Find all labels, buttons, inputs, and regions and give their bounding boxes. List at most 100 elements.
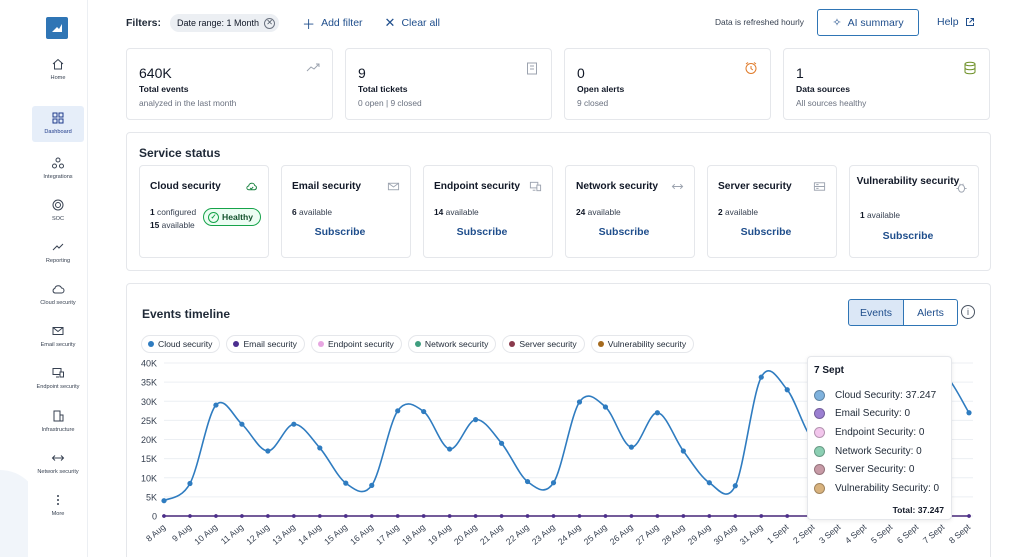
sidebar-item-more[interactable]: More: [32, 491, 84, 529]
service-title: Endpoint security: [434, 181, 521, 192]
available-text: available: [299, 207, 333, 217]
sidebar-item-network-security[interactable]: Network security: [32, 449, 84, 487]
sidebar-item-reporting[interactable]: Reporting: [32, 238, 84, 276]
subscribe-button[interactable]: Subscribe: [314, 226, 366, 238]
tooltip-title: 7 Sept: [814, 365, 845, 376]
stat-value: 640K: [139, 65, 172, 81]
sidebar-item-integrations[interactable]: Integrations: [32, 154, 84, 192]
add-filter-button[interactable]: ＋ Add filter: [302, 14, 362, 33]
stat-card-open-alerts: 0 Open alerts 9 closed: [564, 48, 771, 120]
sidebar-item-label: SOC: [51, 216, 65, 222]
sidebar-item-home[interactable]: Home: [32, 55, 84, 93]
date-range-chip-label: Date range: 1 Month: [177, 18, 260, 28]
tooltip-total: Total: 37.247: [892, 505, 944, 515]
mail-icon: [387, 182, 400, 191]
service-availability: 1 configured 15 available: [150, 206, 196, 232]
database-icon: [964, 61, 976, 75]
service-card-email-security: Email security 6 available Subscribe: [281, 165, 411, 258]
bug-icon: [956, 183, 967, 193]
legend-item[interactable]: Vulnerability security: [590, 335, 695, 353]
reporting-icon: [52, 243, 64, 251]
info-icon[interactable]: i: [961, 305, 975, 319]
legend-item[interactable]: Server security: [502, 335, 585, 353]
legend-label: Cloud security: [158, 339, 213, 349]
legend-dot: [414, 341, 421, 347]
events-toggle-button[interactable]: Events: [848, 299, 904, 326]
filters-label: Filters:: [126, 17, 162, 29]
service-title: Email security: [292, 181, 362, 192]
sidebar-item-cloud-security[interactable]: Cloud security: [32, 280, 84, 318]
legend-dot: [317, 341, 324, 347]
subscribe-button[interactable]: Subscribe: [740, 226, 792, 238]
sidebar-item-label: More: [51, 511, 65, 517]
tooltip-label: Cloud Security: 37.247: [835, 389, 937, 401]
healthy-badge: ✓ Healthy: [203, 208, 262, 226]
remove-filter-icon[interactable]: ✕: [264, 17, 276, 29]
sidebar-item-endpoint-security[interactable]: Endpoint security: [32, 364, 84, 402]
tooltip-dot: [814, 464, 825, 476]
sidebar-item-label: Home: [50, 75, 66, 81]
ai-summary-button[interactable]: ✧ AI summary: [817, 9, 919, 36]
available-text: available: [445, 207, 479, 217]
events-alerts-toggle: Events Alerts: [848, 299, 958, 326]
legend-label: Network security: [424, 339, 489, 349]
monitor-icon: [52, 368, 64, 378]
tooltip-row: Vulnerability Security: 0: [814, 482, 939, 496]
sidebar-item-soc[interactable]: SOC: [32, 196, 84, 234]
sidebar-item-label: Email security: [40, 342, 76, 348]
tooltip-label: Network Security: 0: [835, 445, 922, 457]
stat-name: Total events: [139, 84, 189, 94]
sidebar-item-dashboard[interactable]: Dashboard: [32, 106, 84, 142]
stat-subtext: 9 closed: [577, 98, 609, 108]
service-status-panel: Service status Cloud security 1 configur…: [126, 132, 991, 271]
sidebar-item-email-security[interactable]: Email security: [32, 322, 84, 360]
subscribe-button[interactable]: Subscribe: [598, 226, 650, 238]
clear-all-button[interactable]: ✕ Clear all: [385, 15, 440, 31]
subscribe-button[interactable]: Subscribe: [882, 230, 934, 242]
stat-subtext: All sources healthy: [796, 98, 867, 108]
legend-item[interactable]: Endpoint security: [310, 335, 402, 353]
alerts-toggle-button[interactable]: Alerts: [904, 299, 958, 326]
stat-subtext: analyzed in the last month: [139, 98, 237, 108]
tooltip-dot: [814, 426, 825, 438]
integrations-icon: [52, 157, 64, 169]
service-title: Vulnerability security: [856, 176, 960, 187]
service-title: Network security: [576, 181, 659, 192]
subscribe-button[interactable]: Subscribe: [456, 226, 508, 238]
legend-dot: [509, 341, 516, 347]
available-text: available: [161, 220, 195, 230]
refresh-note: Data is refreshed hourly: [715, 17, 804, 27]
plus-icon: ＋: [302, 16, 316, 32]
healthy-label: Healthy: [222, 212, 254, 222]
service-availability: 6 available: [292, 206, 332, 219]
stat-card-total-tickets: 9 Total tickets 0 open | 9 closed: [345, 48, 552, 120]
stat-value: 9: [358, 65, 366, 81]
date-range-chip[interactable]: Date range: 1 Month ✕: [170, 14, 280, 32]
network-icon: [51, 455, 65, 461]
more-icon: [57, 495, 59, 505]
sidebar-item-label: Reporting: [45, 258, 71, 264]
available-count: 6: [292, 207, 297, 217]
available-count: 14: [434, 207, 444, 217]
tooltip-label: Endpoint Security: 0: [835, 426, 925, 438]
app-logo[interactable]: [46, 17, 68, 39]
service-availability: 24 available: [576, 206, 621, 219]
stat-name: Open alerts: [577, 84, 625, 94]
sidebar-item-label: Integrations: [43, 174, 73, 180]
available-count: 24: [576, 207, 586, 217]
sidebar-item-infrastructure[interactable]: Infrastructure: [32, 407, 84, 445]
configured-text: configured: [157, 207, 197, 217]
legend-dot: [597, 341, 604, 347]
legend-item[interactable]: Network security: [407, 335, 497, 353]
legend-item[interactable]: Email security: [226, 335, 305, 353]
legend-dot: [233, 341, 240, 347]
sidebar-item-label: Network security: [37, 469, 79, 475]
sparkle-icon: ✧: [832, 17, 842, 29]
legend-item[interactable]: Cloud security: [141, 335, 221, 353]
help-link[interactable]: Help: [937, 16, 975, 28]
legend-label: Email security: [243, 339, 297, 349]
configured-count: 1: [150, 207, 155, 217]
dashboard-icon: [52, 112, 64, 124]
sidebar: Home Dashboard Integrations SOC Reportin…: [28, 0, 88, 557]
